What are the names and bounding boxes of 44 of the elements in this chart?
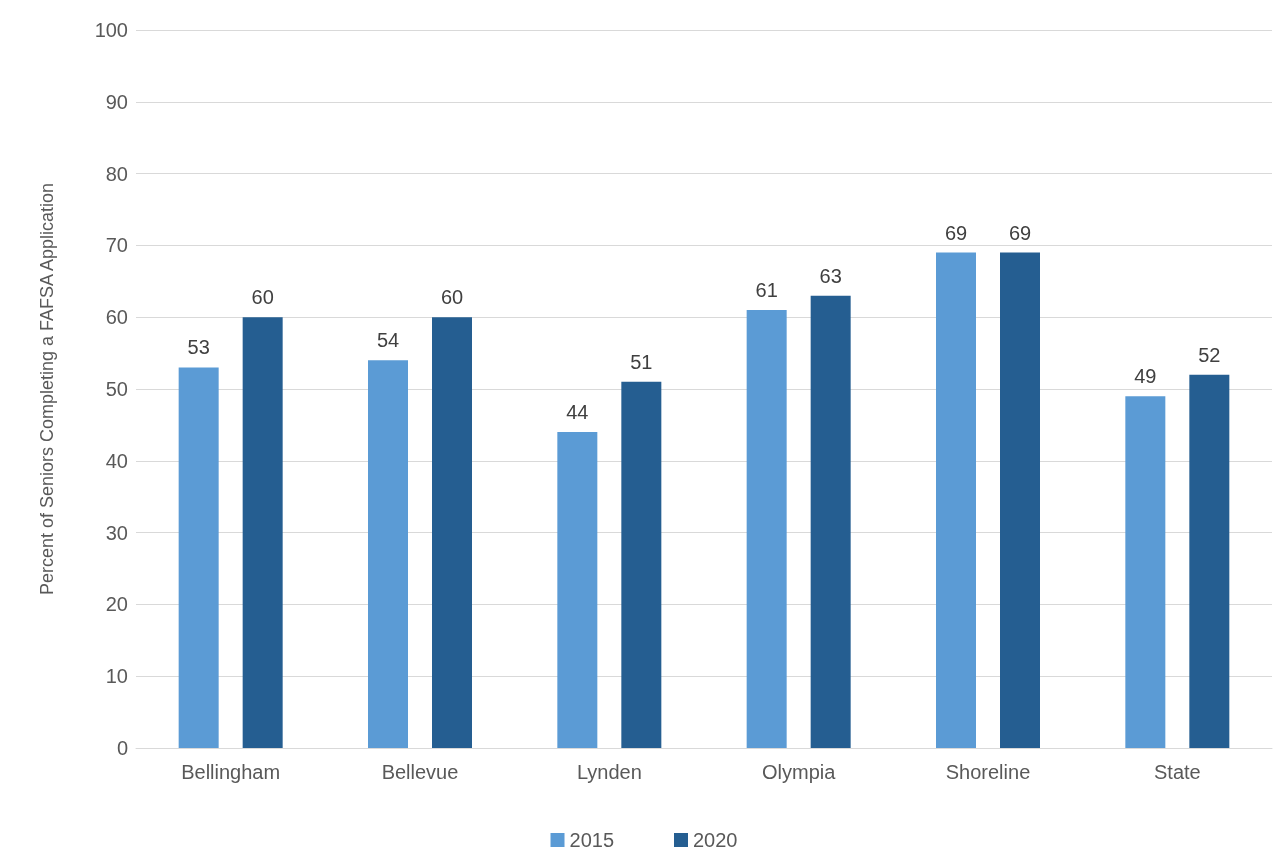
data-label: 52 (1198, 343, 1221, 366)
y-tick-label: 20 (105, 593, 128, 616)
x-tick-label: Shoreline (945, 761, 1031, 783)
y-tick-label: 30 (105, 521, 128, 544)
data-label: 63 (819, 264, 842, 287)
data-label: 53 (187, 336, 210, 359)
x-tick-label: Lynden (576, 761, 642, 783)
bar (1189, 374, 1230, 748)
x-tick-label: Bellingham (181, 761, 281, 783)
bar (1000, 252, 1040, 748)
y-tick-label: 50 (105, 378, 128, 400)
y-tick-label: 0 (116, 737, 128, 759)
bar (242, 317, 283, 748)
x-tick-label: State (1153, 761, 1201, 783)
bar (178, 367, 219, 748)
y-tick-label: 10 (105, 665, 128, 688)
data-label: 60 (440, 286, 464, 309)
bar (432, 317, 472, 748)
y-axis-title: Percent of Seniors Completing a FAFSA Application (37, 182, 57, 596)
bar (368, 360, 408, 748)
y-tick-label: 80 (105, 162, 128, 185)
x-tick-label: Olympia (761, 761, 837, 783)
bar (810, 295, 851, 748)
y-tick-label: 90 (105, 90, 128, 113)
data-label: 61 (755, 279, 778, 302)
y-tick-label: 100 (94, 19, 128, 41)
bar (936, 252, 976, 748)
data-label: 49 (1134, 365, 1157, 388)
bar (557, 432, 598, 748)
data-label: 44 (566, 401, 589, 424)
y-tick-label: 60 (105, 306, 128, 329)
data-label: 54 (376, 329, 400, 352)
legend-label: 2020 (693, 829, 738, 851)
legend-label: 2015 (569, 829, 615, 851)
bar (746, 310, 787, 748)
x-tick-label: Bellevue (381, 761, 459, 783)
y-tick-label: 70 (105, 234, 128, 257)
bar (621, 381, 662, 748)
data-label: 51 (630, 350, 653, 373)
bar (1125, 396, 1166, 748)
data-label: 69 (944, 221, 968, 244)
y-tick-label: 40 (105, 449, 128, 472)
data-label: 69 (1008, 221, 1032, 244)
data-label: 60 (251, 286, 274, 309)
